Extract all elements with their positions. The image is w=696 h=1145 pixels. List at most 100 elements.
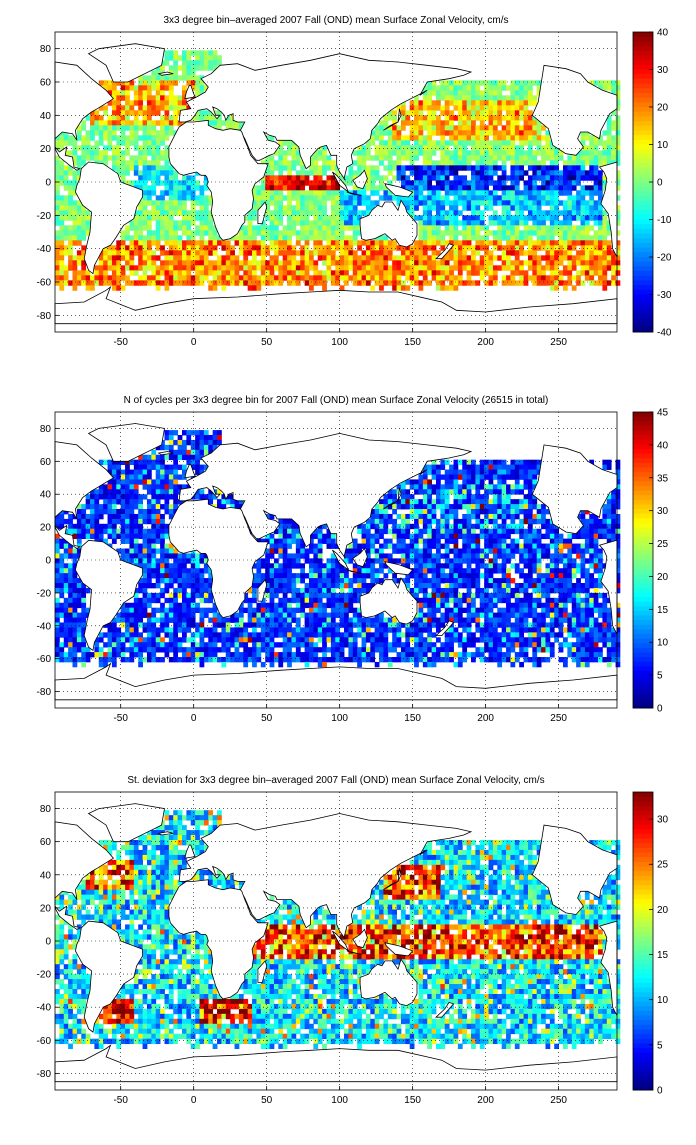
heatmap-bin [418,175,423,180]
heatmap-bin [156,200,161,205]
heatmap-bin [519,250,524,255]
heatmap-bin [173,200,178,205]
heatmap-bin [99,534,104,539]
heatmap-bin [449,280,454,285]
heatmap-bin [248,220,253,225]
heatmap-bin [248,225,253,230]
heatmap-bin [528,180,533,185]
heatmap-bin [156,275,161,280]
heatmap-bin [383,509,388,514]
heatmap-bin [528,165,533,170]
heatmap-bin [528,190,533,195]
heatmap-bin [366,240,371,245]
heatmap-bin [475,200,480,205]
heatmap-bin [489,125,494,130]
heatmap-bin [440,130,445,135]
heatmap-bin [108,494,113,499]
heatmap-bin [182,230,187,235]
heatmap-bin [151,95,156,100]
heatmap-bin [186,60,191,65]
heatmap-bin [173,499,178,504]
heatmap-bin [362,270,367,275]
heatmap-bin [99,529,104,534]
heatmap-bin [554,215,559,220]
heatmap-bin [493,524,498,529]
heatmap-bin [213,240,218,245]
heatmap-bin [410,125,415,130]
heatmap-bin [423,195,428,200]
heatmap-bin [55,240,60,245]
heatmap-bin [160,519,165,524]
heatmap-bin [125,529,130,534]
heatmap-bin [125,135,130,140]
y-tick-label: 80 [40,44,52,55]
heatmap-bin [397,534,402,539]
heatmap-bin [261,230,266,235]
heatmap-bin [86,150,91,155]
heatmap-bin [173,455,178,460]
heatmap-bin [432,200,437,205]
heatmap-bin [484,195,489,200]
heatmap-bin [563,250,568,255]
heatmap-bin [195,455,200,460]
heatmap-bin [156,175,161,180]
heatmap-bin [589,170,594,175]
heatmap-bin [147,235,152,240]
heatmap-bin [156,270,161,275]
heatmap-bin [256,250,261,255]
heatmap-bin [449,250,454,255]
heatmap-bin [497,95,502,100]
heatmap-bin [471,479,476,484]
heatmap-bin [121,539,126,544]
heatmap-bin [506,509,511,514]
heatmap-bin [256,245,261,250]
heatmap-bin [594,250,599,255]
heatmap-bin [379,255,384,260]
heatmap-bin [108,115,113,120]
heatmap-bin [383,275,388,280]
heatmap-bin [226,270,231,275]
heatmap-bin [353,195,358,200]
heatmap-bin [545,185,550,190]
heatmap-bin [497,145,502,150]
heatmap-bin [418,220,423,225]
heatmap-bin [510,155,515,160]
heatmap-bin [602,514,607,519]
heatmap-bin [427,484,432,489]
heatmap-bin [594,265,599,270]
heatmap-bin [445,110,450,115]
heatmap-bin [134,225,139,230]
heatmap-bin [230,245,235,250]
heatmap-bin [243,235,248,240]
heatmap-bin [370,275,375,280]
colorbar-swatch [633,70,653,75]
heatmap-bin [353,160,358,165]
heatmap-bin [134,524,139,529]
heatmap-bin [550,200,555,205]
heatmap-bin [213,235,218,240]
heatmap-bin [59,265,64,270]
heatmap-bin [423,140,428,145]
heatmap-bin [484,524,489,529]
heatmap-bin [370,140,375,145]
heatmap-bin [401,105,406,110]
heatmap-bin [458,270,463,275]
heatmap-bin [497,105,502,110]
heatmap-bin [602,509,607,514]
heatmap-bin [217,55,222,60]
heatmap-bin [322,215,327,220]
heatmap-bin [401,260,406,265]
heatmap-bin [567,534,572,539]
heatmap-bin [90,280,95,285]
heatmap-bin [467,120,472,125]
heatmap-bin [313,270,318,275]
heatmap-bin [572,205,577,210]
heatmap-bin [611,260,616,265]
heatmap-bin [121,494,126,499]
heatmap-bin [410,494,415,499]
heatmap-bin [454,514,459,519]
heatmap-bin [112,275,117,280]
heatmap-bin [186,55,191,60]
heatmap-bin [510,509,515,514]
